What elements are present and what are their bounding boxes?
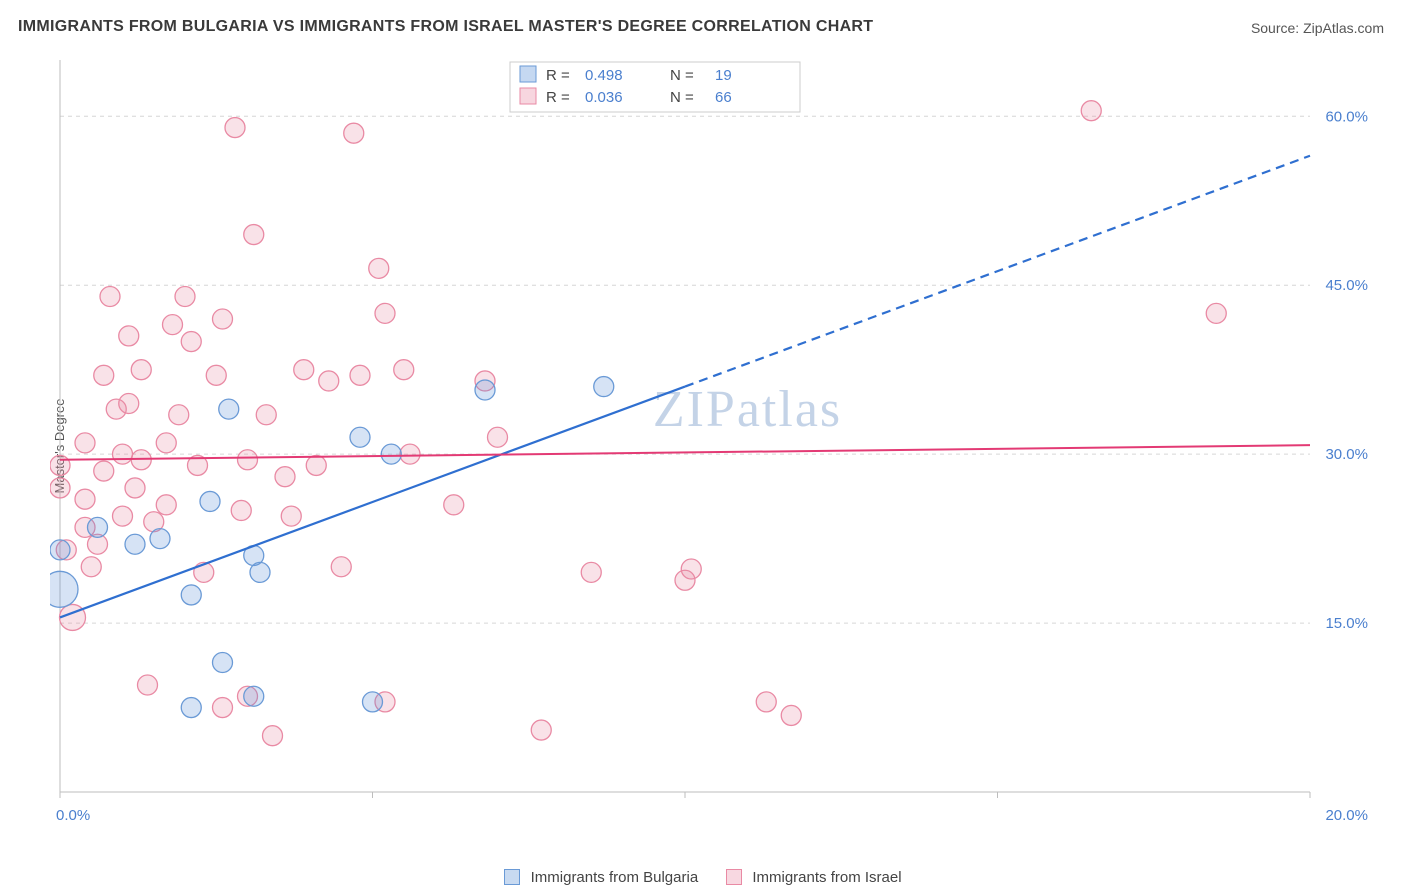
scatter-point <box>250 562 270 582</box>
scatter-point <box>350 365 370 385</box>
source-value: ZipAtlas.com <box>1303 20 1384 36</box>
scatter-point <box>150 529 170 549</box>
stats-swatch <box>520 66 536 82</box>
scatter-point <box>475 380 495 400</box>
scatter-point <box>781 705 801 725</box>
stats-n-value: 19 <box>715 67 732 84</box>
scatter-point <box>94 365 114 385</box>
scatter-point <box>75 489 95 509</box>
scatter-point <box>394 360 414 380</box>
scatter-point <box>175 286 195 306</box>
scatter-point <box>75 433 95 453</box>
stats-n-label: N = <box>670 67 694 84</box>
source-label: Source: <box>1251 20 1299 36</box>
source-credit: Source: ZipAtlas.com <box>1251 20 1384 36</box>
watermark: ZIPatlas <box>653 381 842 438</box>
scatter-point <box>756 692 776 712</box>
legend-item-israel: Immigrants from Israel <box>726 869 901 886</box>
scatter-point <box>113 506 133 526</box>
legend-item-bulgaria: Immigrants from Bulgaria <box>504 869 698 886</box>
scatter-point <box>156 495 176 515</box>
scatter-point <box>213 698 233 718</box>
ytick-label: 45.0% <box>1325 277 1368 294</box>
scatter-point <box>319 371 339 391</box>
scatter-point <box>344 123 364 143</box>
scatter-point <box>244 225 264 245</box>
scatter-point <box>156 433 176 453</box>
scatter-point <box>100 286 120 306</box>
scatter-point <box>88 517 108 537</box>
scatter-point <box>50 571 78 607</box>
scatter-point <box>306 455 326 475</box>
stats-swatch <box>520 88 536 104</box>
bottom-legend: Immigrants from Bulgaria Immigrants from… <box>0 869 1406 886</box>
scatter-point <box>581 562 601 582</box>
scatter-point <box>294 360 314 380</box>
scatter-plot-svg: 15.0% 30.0% 45.0% 60.0% 0.0% 20.0% ZIPatlas R =… <box>50 52 1380 832</box>
scatter-point <box>119 326 139 346</box>
ytick-label: 15.0% <box>1325 615 1368 632</box>
scatter-point <box>531 720 551 740</box>
scatter-point <box>125 534 145 554</box>
scatter-point <box>350 427 370 447</box>
scatter-point <box>169 405 189 425</box>
scatter-point <box>400 444 420 464</box>
scatter-point <box>238 450 258 470</box>
scatter-point <box>113 444 133 464</box>
legend-swatch-israel <box>726 869 742 885</box>
scatter-point <box>181 585 201 605</box>
scatter-point <box>381 444 401 464</box>
chart-title: IMMIGRANTS FROM BULGARIA VS IMMIGRANTS F… <box>18 18 873 36</box>
scatter-point <box>275 467 295 487</box>
scatter-point <box>225 118 245 138</box>
scatter-point <box>444 495 464 515</box>
stats-n-label: N = <box>670 89 694 106</box>
scatter-point <box>200 491 220 511</box>
trend-line-dashed <box>685 156 1310 387</box>
scatter-point <box>119 393 139 413</box>
scatter-point <box>594 377 614 397</box>
xtick-label: 20.0% <box>1325 807 1368 824</box>
scatter-point <box>231 500 251 520</box>
scatter-point <box>181 698 201 718</box>
scatter-point <box>488 427 508 447</box>
scatter-point <box>244 686 264 706</box>
stats-n-value: 66 <box>715 89 732 106</box>
scatter-point <box>50 455 70 475</box>
scatter-point <box>50 478 70 498</box>
scatter-point <box>1081 101 1101 121</box>
stats-r-value: 0.036 <box>585 89 623 106</box>
scatter-point <box>163 315 183 335</box>
ytick-label: 30.0% <box>1325 446 1368 463</box>
scatter-point <box>206 365 226 385</box>
scatter-point <box>213 309 233 329</box>
scatter-point <box>375 303 395 323</box>
scatter-point <box>331 557 351 577</box>
chart-area: 15.0% 30.0% 45.0% 60.0% 0.0% 20.0% ZIPatlas R =… <box>50 52 1380 832</box>
scatter-point <box>681 559 701 579</box>
scatter-point <box>81 557 101 577</box>
scatter-point <box>94 461 114 481</box>
scatter-point <box>219 399 239 419</box>
stats-r-value: 0.498 <box>585 67 623 84</box>
legend-swatch-bulgaria <box>504 869 520 885</box>
stats-r-label: R = <box>546 67 570 84</box>
scatter-point <box>256 405 276 425</box>
scatter-point <box>131 360 151 380</box>
scatter-point <box>181 332 201 352</box>
ytick-label: 60.0% <box>1325 108 1368 125</box>
legend-label-bulgaria: Immigrants from Bulgaria <box>531 869 699 886</box>
scatter-point <box>263 726 283 746</box>
legend-label-israel: Immigrants from Israel <box>752 869 901 886</box>
scatter-point <box>1206 303 1226 323</box>
scatter-point <box>213 652 233 672</box>
scatter-point <box>138 675 158 695</box>
xtick-label: 0.0% <box>56 807 90 824</box>
scatter-point <box>50 540 70 560</box>
scatter-point <box>363 692 383 712</box>
scatter-point <box>369 258 389 278</box>
scatter-point <box>281 506 301 526</box>
stats-r-label: R = <box>546 89 570 106</box>
scatter-point <box>125 478 145 498</box>
